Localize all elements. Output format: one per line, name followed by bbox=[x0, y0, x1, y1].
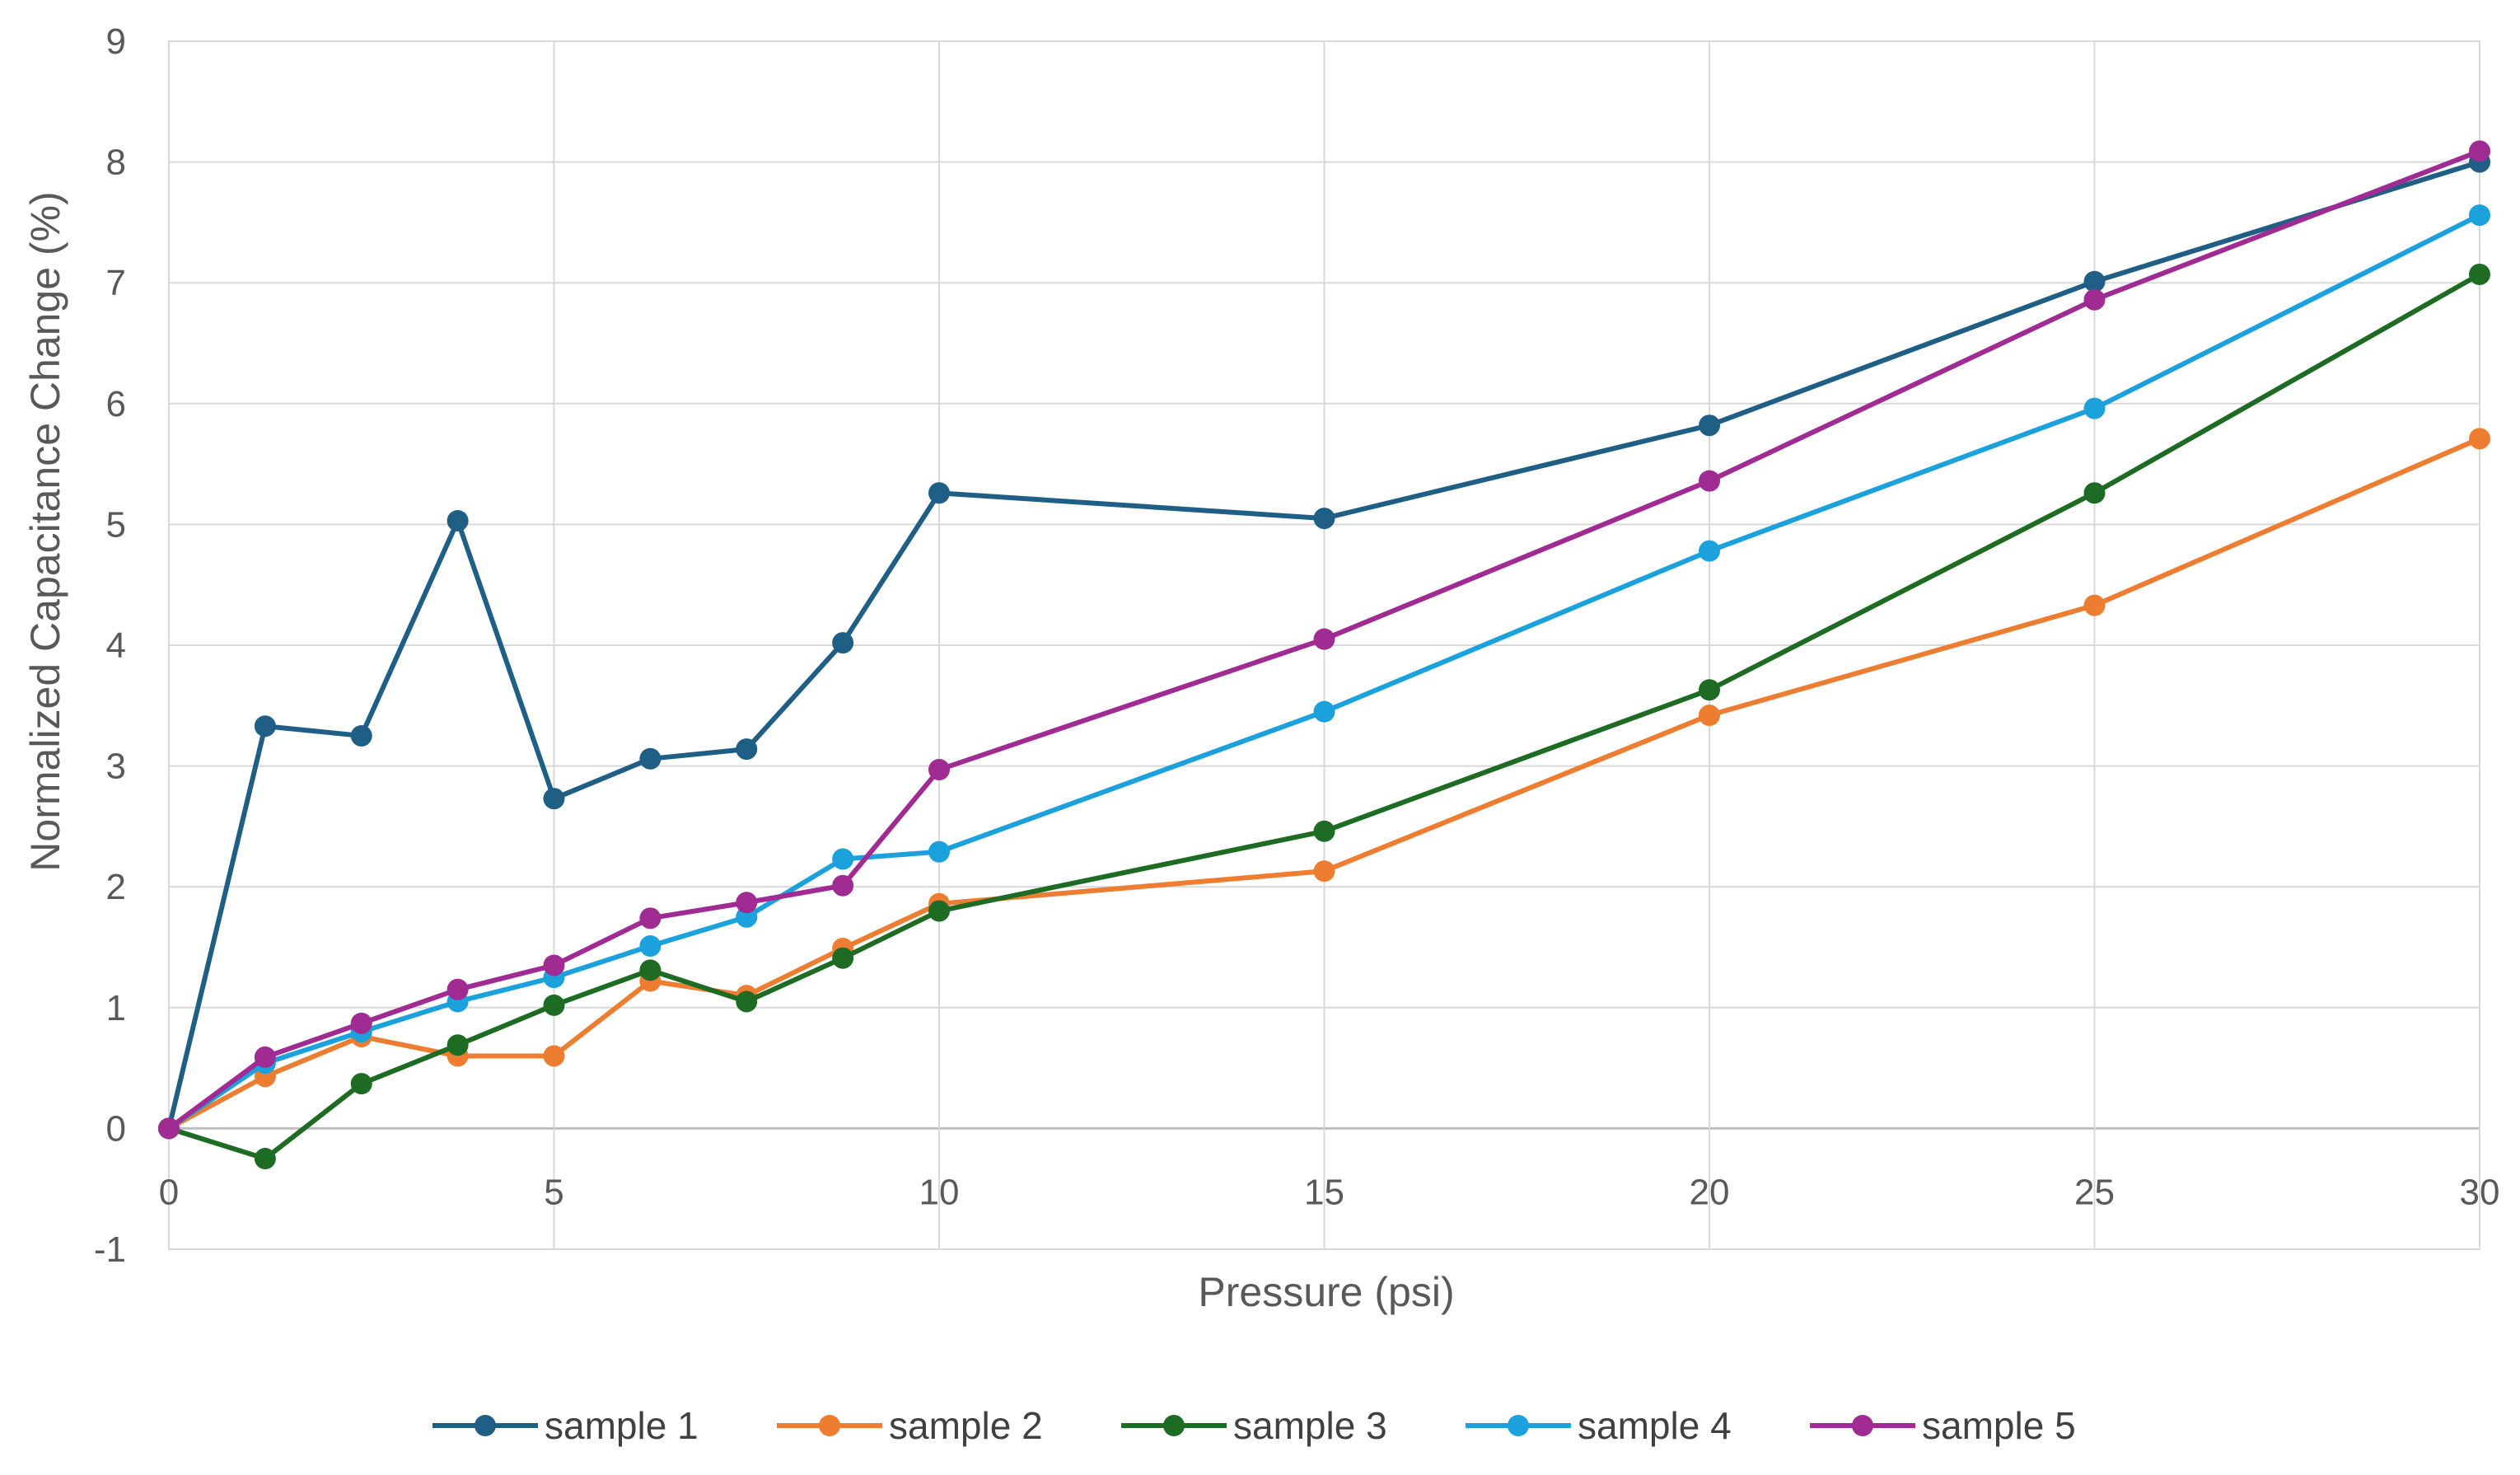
data-point bbox=[1699, 540, 1720, 562]
y-tick-label: 2 bbox=[106, 867, 126, 907]
data-point bbox=[639, 747, 662, 770]
legend-item: sample 1 bbox=[432, 1404, 699, 1447]
data-point bbox=[2083, 482, 2106, 504]
data-point bbox=[350, 1012, 372, 1034]
y-tick-label: 8 bbox=[106, 143, 126, 183]
data-point bbox=[1699, 679, 1720, 701]
legend-marker bbox=[1852, 1415, 1873, 1436]
y-tick-label: 3 bbox=[106, 747, 126, 787]
data-point bbox=[543, 954, 565, 976]
data-point bbox=[254, 715, 276, 738]
data-point bbox=[736, 738, 758, 761]
legend-marker bbox=[819, 1415, 840, 1436]
x-tick-label: 20 bbox=[1690, 1172, 1730, 1212]
legend-label: sample 4 bbox=[1578, 1404, 1732, 1447]
data-point bbox=[736, 990, 758, 1013]
legend-label: sample 3 bbox=[1233, 1404, 1387, 1447]
data-point bbox=[2083, 270, 2106, 293]
data-point bbox=[543, 1045, 565, 1067]
legend-label: sample 2 bbox=[889, 1404, 1043, 1447]
y-tick-label: 9 bbox=[106, 21, 126, 62]
x-tick-label: 5 bbox=[544, 1172, 563, 1212]
data-point bbox=[254, 1148, 276, 1170]
data-point bbox=[543, 994, 565, 1016]
data-point bbox=[832, 947, 854, 969]
data-point bbox=[639, 959, 662, 981]
x-tick-label: 0 bbox=[159, 1172, 179, 1212]
legend-item: sample 5 bbox=[1810, 1404, 2076, 1447]
y-tick-label: 1 bbox=[106, 988, 126, 1028]
data-point bbox=[2469, 428, 2490, 450]
legend-marker bbox=[475, 1415, 496, 1436]
legend-marker bbox=[1163, 1415, 1185, 1436]
legend: sample 1 sample 2 sample 3 sample 4 sample 5 bbox=[432, 1404, 2076, 1447]
data-point bbox=[446, 1034, 469, 1056]
data-point bbox=[446, 978, 469, 1000]
y-tick-label: -1 bbox=[94, 1229, 126, 1270]
tick-labels: -1 0 1 2 3 4 5 6 7 8 9 0 5 10 15 20 25 30 bbox=[94, 21, 2500, 1270]
x-tick-label: 25 bbox=[2074, 1172, 2115, 1212]
legend-label: sample 5 bbox=[1922, 1404, 2076, 1447]
data-point bbox=[928, 482, 950, 504]
data-point bbox=[928, 841, 950, 863]
y-tick-label: 5 bbox=[106, 504, 126, 545]
y-axis-title: Normalized Capacitance Change (%) bbox=[22, 191, 68, 871]
data-point bbox=[2083, 288, 2106, 311]
data-point bbox=[832, 632, 854, 654]
data-point bbox=[1699, 705, 1720, 727]
data-point bbox=[832, 874, 854, 897]
data-point bbox=[2469, 140, 2490, 162]
data-point bbox=[1313, 508, 1335, 530]
y-tick-label: 4 bbox=[106, 625, 126, 666]
x-tick-label: 10 bbox=[919, 1172, 960, 1212]
data-point bbox=[2083, 397, 2106, 419]
data-point bbox=[543, 788, 565, 810]
data-point bbox=[928, 758, 950, 780]
data-point bbox=[1313, 628, 1335, 650]
y-tick-label: 0 bbox=[106, 1108, 126, 1149]
data-point bbox=[2469, 204, 2490, 227]
legend-item: sample 3 bbox=[1121, 1404, 1387, 1447]
data-point bbox=[446, 510, 469, 532]
legend-marker bbox=[1508, 1415, 1529, 1436]
data-point bbox=[350, 1073, 372, 1095]
series-lines bbox=[158, 140, 2490, 1170]
data-point bbox=[639, 935, 662, 958]
data-point bbox=[1313, 860, 1335, 883]
data-point bbox=[2083, 594, 2106, 616]
series-sample-5 bbox=[158, 140, 2490, 1140]
data-point bbox=[928, 900, 950, 922]
x-tick-label: 30 bbox=[2460, 1172, 2500, 1212]
data-point bbox=[1699, 414, 1720, 437]
y-tick-label: 7 bbox=[106, 263, 126, 303]
legend-item: sample 2 bbox=[777, 1404, 1043, 1447]
x-axis-title: Pressure (psi) bbox=[1198, 1269, 1454, 1315]
data-point bbox=[832, 848, 854, 870]
y-tick-label: 6 bbox=[106, 384, 126, 424]
plot-area-border bbox=[168, 40, 2480, 1250]
legend-item: sample 4 bbox=[1466, 1404, 1732, 1447]
x-tick-label: 15 bbox=[1304, 1172, 1344, 1212]
data-point bbox=[736, 892, 758, 914]
data-point bbox=[158, 1117, 180, 1140]
data-point bbox=[350, 724, 372, 747]
data-point bbox=[2469, 263, 2490, 285]
data-point bbox=[639, 907, 662, 929]
legend-label: sample 1 bbox=[545, 1404, 699, 1447]
data-point bbox=[1699, 470, 1720, 492]
data-point bbox=[1313, 700, 1335, 723]
data-point bbox=[1313, 820, 1335, 842]
data-point bbox=[254, 1046, 276, 1068]
